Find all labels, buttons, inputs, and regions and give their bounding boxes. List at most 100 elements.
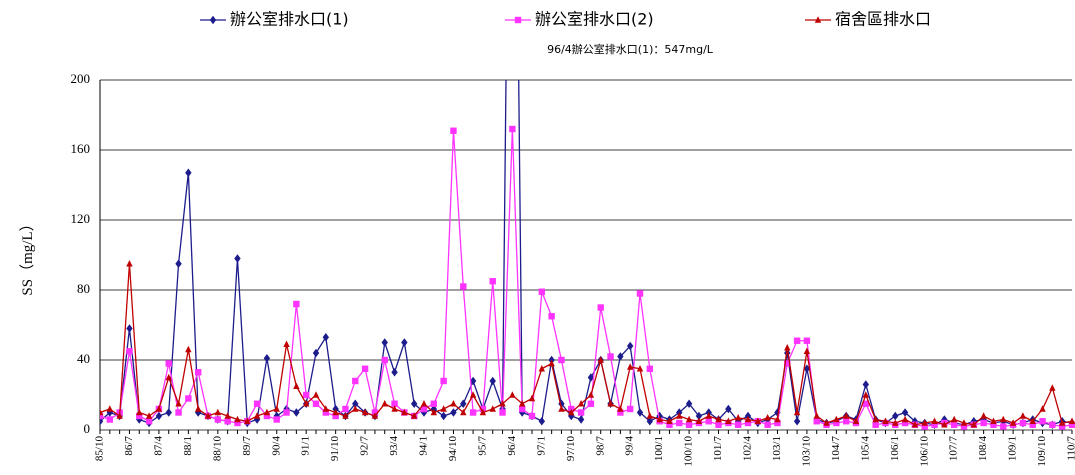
marker	[1000, 415, 1007, 423]
marker	[322, 333, 330, 342]
marker	[509, 391, 516, 398]
marker	[489, 376, 496, 386]
x-tick-label: 95/7	[476, 436, 488, 456]
marker	[116, 412, 123, 419]
marker	[499, 400, 506, 407]
x-tick-label: 86/7	[123, 436, 135, 456]
y-tick-label: 200	[71, 71, 91, 86]
marker	[892, 411, 899, 421]
y-tick-label: 0	[84, 421, 91, 436]
y-axis-label: SS（mg/L）	[19, 216, 36, 295]
marker	[568, 408, 575, 416]
plot-area	[100, 80, 1075, 430]
x-tick-label: 100/10	[683, 436, 695, 467]
marker	[145, 418, 153, 425]
marker	[842, 412, 850, 419]
marker	[460, 408, 467, 416]
x-tick-label: 101/7	[712, 436, 724, 462]
marker	[715, 415, 722, 423]
marker	[872, 421, 879, 428]
marker	[626, 363, 634, 370]
marker	[705, 418, 712, 425]
marker	[136, 412, 143, 420]
marker	[774, 415, 781, 423]
marker	[136, 408, 143, 416]
marker	[175, 259, 182, 268]
marker	[440, 411, 447, 421]
marker	[980, 412, 987, 419]
x-tick-label: 98/7	[594, 436, 606, 456]
marker	[253, 412, 261, 419]
marker	[558, 399, 565, 408]
x-tick-label: 105/4	[859, 436, 871, 462]
marker	[342, 412, 349, 419]
marker	[518, 408, 526, 417]
marker	[371, 412, 379, 419]
marker	[302, 391, 310, 399]
marker	[990, 421, 997, 428]
y-tick-label: 160	[71, 141, 91, 156]
marker	[391, 405, 398, 412]
marker	[725, 404, 732, 414]
x-tick-label: 93/4	[388, 436, 400, 456]
marker	[587, 400, 595, 407]
marker	[833, 419, 840, 427]
marker	[401, 338, 408, 347]
marker	[234, 254, 241, 263]
marker	[528, 394, 536, 402]
marker	[607, 353, 614, 360]
marker	[514, 16, 522, 24]
marker	[793, 408, 801, 416]
marker	[312, 391, 320, 398]
marker	[744, 419, 752, 427]
marker	[803, 347, 811, 354]
marker	[1068, 421, 1075, 428]
marker	[960, 419, 968, 426]
marker	[1029, 421, 1036, 428]
marker	[430, 400, 438, 407]
marker	[548, 359, 555, 367]
marker	[518, 405, 526, 413]
marker	[234, 415, 241, 423]
marker	[882, 417, 889, 424]
marker	[460, 399, 467, 408]
marker	[273, 416, 280, 423]
marker	[695, 411, 703, 421]
marker	[185, 345, 192, 353]
marker	[1019, 419, 1027, 427]
marker	[607, 400, 614, 407]
marker	[892, 419, 899, 426]
marker	[921, 419, 928, 426]
marker	[234, 419, 241, 427]
marker	[410, 412, 418, 419]
y-tick-label: 80	[77, 281, 90, 296]
marker	[597, 356, 604, 363]
marker	[862, 391, 870, 398]
marker	[1039, 405, 1046, 412]
marker	[1068, 417, 1075, 424]
marker	[803, 337, 811, 344]
marker	[391, 400, 398, 407]
marker	[469, 391, 477, 398]
marker	[165, 408, 172, 417]
marker	[450, 127, 457, 134]
marker	[597, 304, 604, 311]
x-tick-label: 109/10	[1036, 436, 1048, 467]
marker	[813, 418, 820, 425]
marker	[155, 405, 163, 412]
marker	[793, 337, 801, 344]
marker	[813, 412, 820, 419]
marker	[676, 419, 683, 427]
marker	[617, 352, 624, 361]
x-tick-label: 106/10	[918, 436, 930, 467]
marker	[617, 405, 624, 412]
marker	[587, 391, 595, 398]
marker	[950, 415, 958, 423]
y-tick-label: 40	[77, 351, 90, 366]
marker	[100, 412, 104, 420]
marker	[666, 417, 673, 424]
x-tick-label: 88/1	[182, 436, 194, 456]
marker	[509, 125, 516, 133]
marker	[646, 417, 654, 426]
